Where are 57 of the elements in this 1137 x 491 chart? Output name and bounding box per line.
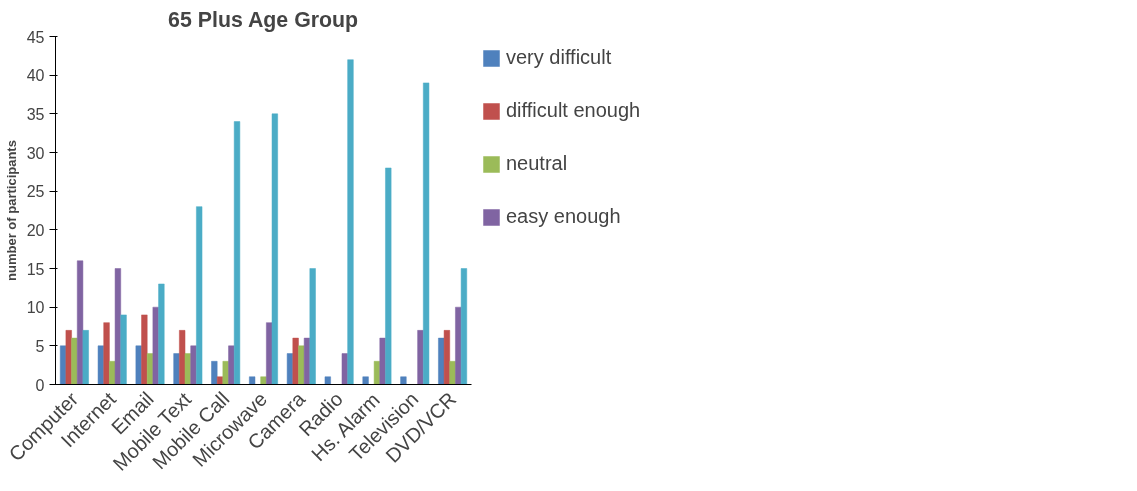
bar	[190, 345, 197, 385]
y-tick-label: 0	[35, 376, 45, 394]
bar	[400, 376, 407, 385]
bar	[173, 353, 180, 385]
legend-label: difficult enough	[506, 99, 641, 122]
bar	[449, 361, 456, 385]
bar	[271, 113, 278, 385]
bar	[97, 345, 104, 385]
y-tick-label: 25	[26, 183, 45, 201]
y-tick-label: 15	[26, 260, 45, 278]
bar	[222, 361, 229, 385]
chart-title: 65 Plus Age Group	[168, 7, 359, 32]
bar	[114, 268, 121, 385]
y-tick-label: 20	[26, 221, 45, 239]
bar	[347, 59, 354, 385]
bar	[373, 361, 381, 385]
bar	[292, 337, 299, 385]
bar	[341, 353, 348, 385]
bar	[309, 268, 316, 385]
bar	[417, 330, 424, 385]
y-tick-label: 40	[26, 67, 45, 85]
bar	[260, 376, 267, 385]
bar	[77, 260, 84, 385]
y-tick-label: 45	[26, 28, 45, 46]
bar	[249, 376, 256, 385]
bar	[362, 376, 369, 385]
bar	[65, 330, 72, 385]
bar	[120, 314, 127, 385]
bar	[211, 361, 218, 385]
legend-label: easy enough	[506, 205, 621, 228]
bar	[286, 353, 294, 385]
legend-label: neutral	[506, 152, 568, 175]
bar	[385, 167, 392, 385]
bar	[141, 314, 148, 385]
y-axis-title: number of participants	[3, 140, 19, 281]
bar	[228, 345, 235, 385]
bar	[423, 82, 430, 385]
bar	[158, 283, 165, 385]
y-tick-label: 5	[35, 337, 45, 355]
bar	[103, 322, 110, 385]
bar	[233, 121, 241, 385]
bar	[71, 337, 78, 385]
y-tick-label: 10	[26, 299, 45, 317]
bar	[179, 330, 186, 385]
bar	[379, 337, 386, 385]
bar	[324, 376, 331, 385]
bar	[298, 345, 305, 385]
y-tick-label: 30	[26, 144, 45, 162]
bar	[196, 206, 203, 385]
legend-label: very difficult	[506, 46, 612, 69]
bar	[443, 330, 450, 385]
y-tick-label: 35	[26, 105, 45, 123]
bar	[184, 353, 191, 385]
bar	[82, 330, 89, 385]
bar	[135, 345, 142, 385]
bar	[460, 268, 468, 385]
bar	[152, 306, 159, 385]
